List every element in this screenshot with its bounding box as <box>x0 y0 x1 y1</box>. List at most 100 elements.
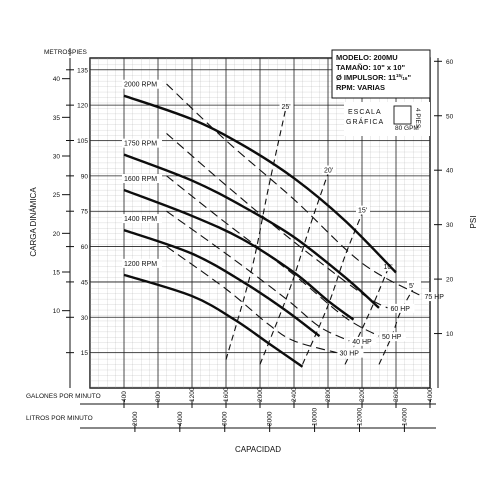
rpm-label: 1600 RPM <box>124 176 157 183</box>
meters-tick-label: 10 <box>53 308 61 315</box>
feet-tick-label: 120 <box>77 103 88 110</box>
gpm-tick-label: 800 <box>155 391 162 402</box>
psi-tick-label: 10 <box>446 331 454 338</box>
npsh-label: 20' <box>324 168 333 175</box>
gpm-tick-label: 1200 <box>189 387 196 402</box>
gpm-tick-label: 2400 <box>291 387 298 402</box>
scale-bottom-label: 80 GPM <box>395 125 419 132</box>
npsh-curve <box>259 173 329 365</box>
info-tamano: TAMAÑO: 10" x 10" <box>336 63 406 72</box>
hp-label-bg <box>422 292 449 302</box>
feet-tick-label: 45 <box>81 279 89 286</box>
lpm-label-1: LITROS POR MINUTO <box>26 415 93 422</box>
rpm-curve <box>123 273 304 368</box>
y-axis-label: CARGA DINÁMICA <box>29 187 38 257</box>
gpm-tick-label: 2000 <box>257 387 264 402</box>
hp-label-bg <box>380 332 406 342</box>
feet-tick-label: 30 <box>81 315 89 322</box>
scale-side-label: 4 PIES <box>414 108 421 129</box>
npsh-label: 15' <box>358 208 367 215</box>
rpm-label: 1400 RPM <box>124 216 157 223</box>
rpm-curve <box>123 153 380 309</box>
rpm-label: 1750 RPM <box>124 141 157 148</box>
scale-title-1: ESCALA <box>348 109 382 116</box>
lpm-tick-label: 2000 <box>132 411 139 426</box>
meters-tick-label: 20 <box>53 231 61 238</box>
info-modelo: MODELO: 200MU <box>336 53 398 62</box>
psi-tick-label: 20 <box>446 277 454 284</box>
meters-tick-label: 40 <box>53 76 61 83</box>
meters-tick-label: 25 <box>53 192 61 199</box>
npsh-curve <box>378 288 414 365</box>
gpm-tick-label: 3200 <box>359 387 366 402</box>
hp-curve <box>166 246 337 354</box>
hp-curve <box>166 175 380 337</box>
tick-labels: 400 800 1200 1600 2000 2400 2800 3200 3600 4000 20… <box>53 58 454 432</box>
info-impulsor: Ø IMPULSOR: 1115/16" <box>336 73 411 82</box>
psi-axis-label: PSI <box>469 216 478 229</box>
info-rpm: RPM: VARIAS <box>336 83 385 92</box>
hp-curve <box>166 210 350 342</box>
lpm-tick-label: 14000 <box>401 408 408 426</box>
feet-tick-label: 15 <box>81 350 89 357</box>
rpm-label-bg <box>122 138 162 148</box>
lpm-tick-label: 10000 <box>312 408 319 426</box>
major-grid <box>90 58 430 388</box>
info-impulsor-unit: " <box>407 73 411 82</box>
feet-tick-label: 105 <box>77 138 88 145</box>
info-impulsor-slash: / <box>401 75 403 81</box>
npsh-label-bg <box>322 165 336 175</box>
npsh-label-bg <box>279 101 294 111</box>
gpm-tick-label: 1600 <box>223 387 230 402</box>
npsh-curve <box>301 213 363 365</box>
scale-title-2: GRÁFICA <box>346 117 384 126</box>
psi-tick-label: 60 <box>446 59 454 66</box>
npsh-curve <box>225 109 287 360</box>
psi-tick-label: 40 <box>446 168 454 175</box>
lpm-tick-label: 12000 <box>356 408 363 426</box>
info-impulsor-den: 16 <box>402 76 408 81</box>
lpm-tick-label: 8000 <box>267 411 274 426</box>
rpm-label-bg <box>122 79 162 89</box>
npsh-label: 10' <box>384 264 393 271</box>
lpm-tick-label: 4000 <box>177 411 184 426</box>
npsh-label-bg <box>407 281 421 290</box>
rpm-curve <box>123 228 321 338</box>
npsh-label: 5' <box>409 283 414 290</box>
gpm-tick-label: 400 <box>121 391 128 402</box>
curves-layer: 25' 20' 15' 10' 5' 75 HP 60 HP 50 HP 40 HP 30 HP 2… <box>122 79 449 368</box>
rpm-label: 2000 RPM <box>124 82 157 89</box>
npsh-label: 25' <box>282 104 291 111</box>
hp-label: 60 HP <box>391 306 411 313</box>
meters-tick-label: 30 <box>53 154 61 161</box>
scale-legend: ESCALA GRÁFICA 4 PIES 80 GPM <box>344 102 430 136</box>
lpm-tick-label: 6000 <box>222 411 229 426</box>
rpm-label-bg <box>122 258 162 268</box>
gpm-tick-label: 3600 <box>393 387 400 402</box>
feet-tick-label: 75 <box>81 209 89 216</box>
rpm-label-bg <box>122 174 162 183</box>
hp-label: 75 HP <box>425 294 445 301</box>
npsh-curve <box>344 269 389 365</box>
x-axis-label: CAPACIDAD <box>235 445 281 454</box>
meters-tick-label: 15 <box>53 270 61 277</box>
feet-tick-label: 60 <box>81 244 89 251</box>
rpm-label-bg <box>122 214 162 224</box>
rpm-curve <box>123 188 355 321</box>
npsh-label-bg <box>381 262 396 272</box>
hp-label-bg <box>350 336 377 346</box>
hp-label-bg <box>388 303 415 313</box>
rpm-curve <box>123 94 397 274</box>
hp-label: 40 HP <box>352 339 372 346</box>
feet-tick-label: 90 <box>81 173 89 180</box>
info-box: MODELO: 200MU TAMAÑO: 10" x 10" Ø IMPULS… <box>331 49 431 99</box>
hp-label-bg <box>337 348 364 358</box>
y-meters-header: METROS <box>44 49 72 56</box>
npsh-label-bg <box>356 205 370 215</box>
info-impulsor-num: 15 <box>396 73 402 78</box>
psi-tick-label: 50 <box>446 113 454 120</box>
info-impulsor-prefix: Ø IMPULSOR: 11 <box>336 73 396 82</box>
hp-label: 50 HP <box>382 334 402 341</box>
hp-curve <box>166 83 422 297</box>
